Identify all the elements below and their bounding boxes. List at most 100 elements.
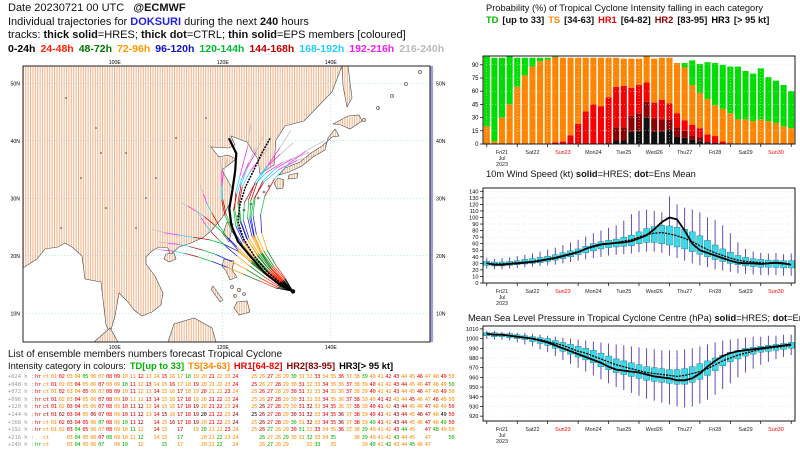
member-token: 37 bbox=[345, 404, 352, 411]
eps-member-track bbox=[250, 197, 255, 218]
member-token: 16 bbox=[169, 404, 176, 411]
member-token: 48 bbox=[432, 374, 439, 380]
member-token: 44 bbox=[401, 411, 407, 418]
palawan bbox=[210, 285, 224, 303]
bar-TS bbox=[597, 57, 605, 107]
member-token: 35 bbox=[330, 419, 336, 426]
member-token: 39 bbox=[361, 381, 368, 388]
member-token: 41 bbox=[377, 396, 384, 403]
eps-member-track bbox=[239, 220, 247, 239]
iqr-box bbox=[673, 227, 681, 248]
member-token: 36 bbox=[337, 389, 344, 396]
day-label: Wed26 bbox=[646, 150, 663, 156]
member-token: 18 bbox=[184, 396, 191, 403]
member-token: 07 bbox=[98, 389, 105, 396]
eps-member-track bbox=[246, 269, 263, 280]
bar-TD bbox=[742, 70, 749, 120]
member-token: 14 bbox=[153, 434, 160, 441]
y-tick-label: 40 bbox=[472, 255, 478, 261]
header-date-line: Date 20230721 00 UTC @ECMWF bbox=[8, 2, 449, 16]
eps-member-track bbox=[187, 205, 197, 212]
member-row: +144 h :hr ct 01 02 03 04 05 06 07 08 09 10 11 12 13 14… bbox=[8, 412, 463, 420]
member-token: 17 bbox=[177, 442, 183, 449]
bar-HR2 bbox=[712, 142, 719, 144]
member-token: 09 bbox=[113, 419, 120, 426]
eps-member-track bbox=[205, 224, 212, 232]
member-token: 21 bbox=[208, 434, 215, 441]
eps-member-track bbox=[211, 212, 219, 226]
member-token: 07 bbox=[98, 434, 105, 441]
member-token: 20 bbox=[200, 411, 207, 418]
bar-TS bbox=[521, 75, 528, 144]
traj-pre: Individual trajectories for bbox=[8, 15, 128, 28]
member-token: 41 bbox=[377, 389, 384, 396]
member-token: ct bbox=[42, 404, 49, 411]
member-token: 01 bbox=[50, 427, 57, 434]
eps-member-track bbox=[237, 202, 241, 222]
lon-label: 120E bbox=[217, 60, 230, 66]
bar-TS bbox=[613, 57, 620, 87]
member-token: ct bbox=[42, 411, 49, 418]
bar-TD bbox=[704, 62, 711, 100]
member-token: 15 bbox=[161, 404, 168, 411]
member-row: +072 h :hr ct 01 02 03 04 05 06 07 08 09 10 11 12 13 14… bbox=[8, 389, 463, 397]
member-token: 35 bbox=[330, 374, 336, 380]
eps-member-track bbox=[200, 217, 206, 226]
member-token: 14 bbox=[153, 389, 160, 396]
iqr-box bbox=[734, 350, 742, 360]
member-token: 49 bbox=[440, 389, 447, 396]
ctrl-track bbox=[237, 137, 294, 293]
eps-member-track bbox=[217, 238, 227, 247]
bar-HR3 bbox=[628, 131, 635, 144]
iqr-box bbox=[650, 367, 658, 382]
member-token: 13 bbox=[145, 374, 152, 380]
member-token: 34 bbox=[322, 396, 329, 403]
bar-HR3 bbox=[658, 131, 665, 144]
eps-member-track bbox=[240, 222, 249, 241]
eps-member-track bbox=[221, 171, 225, 186]
member-token: 04 bbox=[74, 404, 81, 411]
member-token: 02 bbox=[58, 381, 65, 388]
tracks-m2: =CTRL; bbox=[186, 29, 226, 41]
member-token: 45 bbox=[408, 381, 415, 388]
member-token: 33 bbox=[314, 419, 321, 426]
member-token: 07 bbox=[98, 411, 105, 418]
bar-TS bbox=[651, 58, 658, 103]
bar-HR2 bbox=[628, 115, 635, 132]
bar-TS bbox=[704, 99, 711, 135]
eps-member-track bbox=[250, 181, 258, 201]
date-label: Date 20230721 00 UTC bbox=[8, 2, 125, 14]
y-tick-label: 50 bbox=[472, 248, 478, 254]
member-token: 24 bbox=[232, 434, 239, 441]
day-sublabel: 2023 bbox=[496, 439, 508, 445]
eps-member-track bbox=[235, 174, 241, 193]
member-token: 32 bbox=[306, 381, 313, 388]
bar-TS bbox=[514, 86, 521, 144]
member-token: 39 bbox=[361, 434, 368, 441]
eps-member-track bbox=[204, 216, 215, 226]
member-token: 38 bbox=[353, 396, 360, 403]
member-token: 09 bbox=[113, 434, 120, 441]
bar-TS bbox=[552, 56, 559, 143]
member-token: 42 bbox=[385, 396, 392, 403]
mslp-title-solid: solid bbox=[714, 313, 737, 323]
member-token: 14 bbox=[153, 427, 160, 434]
member-token: 12 bbox=[137, 434, 144, 441]
day-label: Thu27 bbox=[677, 427, 692, 433]
eps-member-track bbox=[241, 162, 250, 178]
bar-HR1 bbox=[613, 86, 620, 128]
y-tick-label: 1010 bbox=[466, 327, 478, 333]
member-token: 04 bbox=[74, 389, 81, 396]
y-tick-label: 30 bbox=[472, 261, 478, 267]
member-token: 06 bbox=[90, 434, 97, 441]
member-token: 10 bbox=[121, 396, 128, 403]
eps-member-track bbox=[231, 261, 247, 270]
day-label: Sun23 bbox=[555, 427, 571, 433]
member-token: ct bbox=[42, 442, 49, 449]
member-token: 42 bbox=[385, 404, 392, 411]
eps-member-track bbox=[242, 202, 245, 221]
member-token: hr bbox=[35, 396, 41, 403]
member-token: ct bbox=[42, 396, 49, 403]
y-tick-label: 70 bbox=[472, 235, 478, 241]
map-frame bbox=[22, 65, 431, 343]
